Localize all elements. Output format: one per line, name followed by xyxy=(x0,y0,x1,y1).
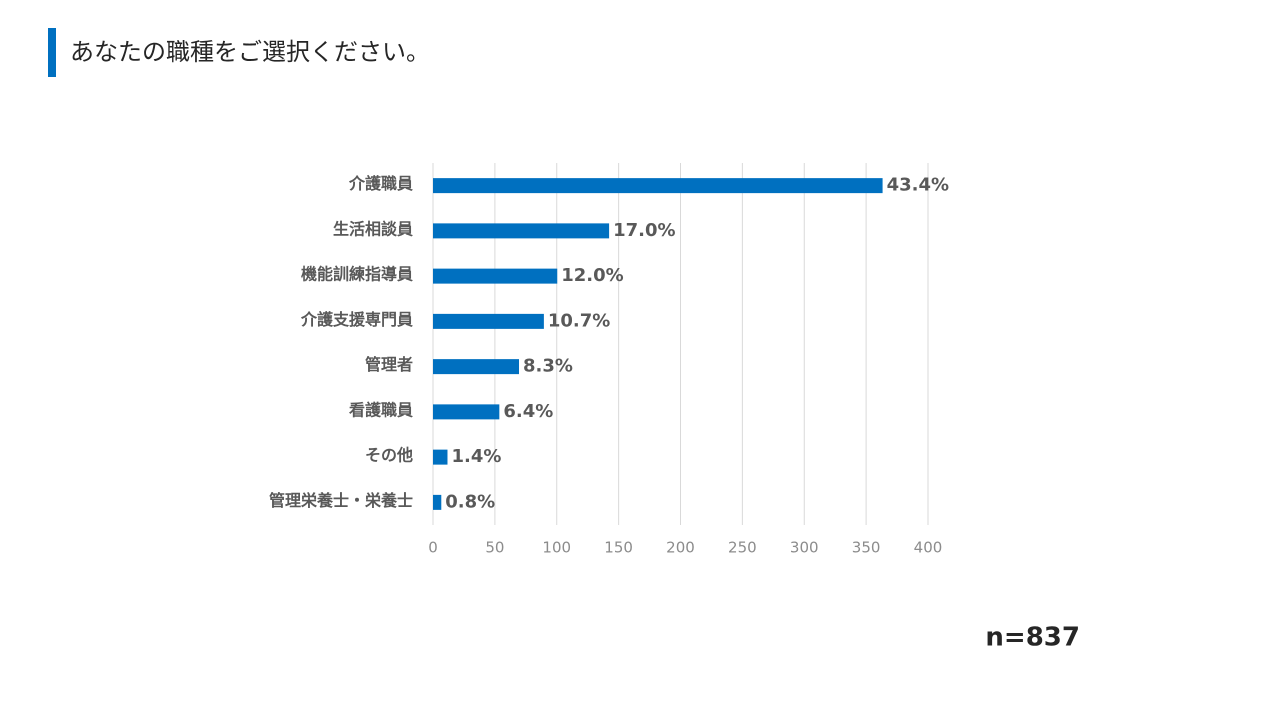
y-tick-label: 機能訓練指導員 xyxy=(301,265,413,284)
bar xyxy=(433,268,558,284)
data-label: 10.7% xyxy=(548,310,610,331)
y-tick-label: 管理栄養士・栄養士 xyxy=(269,491,413,510)
sample-size: n=837 xyxy=(985,623,1080,653)
x-tick-label: 300 xyxy=(790,539,819,557)
data-label: 43.4% xyxy=(887,175,949,196)
data-label: 1.4% xyxy=(451,446,501,467)
bar xyxy=(433,178,883,194)
x-tick-label: 200 xyxy=(666,539,695,557)
data-label: 17.0% xyxy=(613,220,675,241)
title-accent xyxy=(48,28,56,77)
x-tick-label: 250 xyxy=(728,539,757,557)
bar xyxy=(433,359,520,375)
data-label: 6.4% xyxy=(503,401,553,422)
bar xyxy=(433,449,448,465)
slide-title: あなたの職種をご選択ください。 xyxy=(70,38,430,66)
x-tick-label: 50 xyxy=(485,539,504,557)
y-tick-label: 看護職員 xyxy=(348,400,413,419)
x-tick-label: 0 xyxy=(428,539,438,557)
x-tick-label: 150 xyxy=(604,539,633,557)
bar xyxy=(433,313,544,329)
y-tick-label: 介護支援専門員 xyxy=(300,310,413,329)
x-tick-label: 400 xyxy=(914,539,943,557)
bar xyxy=(433,404,500,420)
y-tick-label: その他 xyxy=(365,446,413,465)
y-tick-label: 管理者 xyxy=(365,355,413,374)
x-tick-label: 350 xyxy=(852,539,881,557)
data-label: 8.3% xyxy=(523,356,573,377)
bar xyxy=(433,494,442,510)
data-label: 0.8% xyxy=(445,491,495,512)
y-tick-label: 介護職員 xyxy=(348,174,413,193)
y-tick-label: 生活相談員 xyxy=(333,219,413,238)
data-label: 12.0% xyxy=(561,265,623,286)
x-tick-label: 100 xyxy=(542,539,571,557)
bar xyxy=(433,223,610,239)
